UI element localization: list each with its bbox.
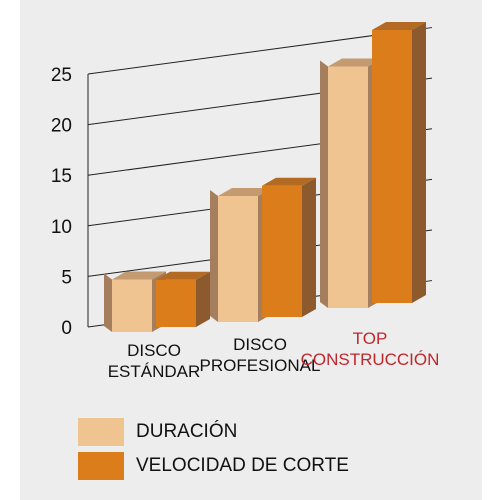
legend-swatch-duracion — [78, 418, 124, 446]
y-tick-label: 10 — [51, 217, 72, 238]
y-tick-label: 25 — [51, 65, 72, 86]
bar-front — [156, 279, 196, 327]
category-label: CONSTRUCCIÓN — [301, 350, 440, 369]
category-label: DISCO — [233, 335, 287, 354]
bar-front — [372, 30, 412, 303]
bar-side — [302, 177, 316, 317]
bar-top — [262, 177, 316, 186]
bar-top — [156, 271, 210, 280]
legend-label-velocidad: VELOCIDAD DE CORTE — [136, 455, 349, 476]
y-tick-label: 5 — [61, 267, 72, 288]
legend-label-duracion: DURACIÓN — [136, 421, 238, 442]
bar-side — [196, 271, 210, 327]
bar-edge — [210, 190, 218, 322]
category-label: PROFESIONAL — [200, 356, 321, 375]
y-tick-label: 20 — [51, 116, 72, 137]
category-label: TOP — [353, 329, 388, 348]
legend-item-duracion: DURACIÓN — [78, 418, 237, 446]
bar-top — [112, 271, 166, 280]
bar-edge — [320, 60, 328, 308]
category-label: DISCO — [127, 341, 181, 360]
bar-front — [262, 185, 302, 317]
bar-side — [412, 22, 426, 303]
legend-swatch-velocidad — [78, 452, 124, 480]
category-label: ESTÁNDAR — [108, 362, 201, 381]
bar-top — [218, 188, 272, 196]
bar-front — [112, 279, 152, 332]
legend-item-velocidad: VELOCIDAD DE CORTE — [78, 452, 349, 480]
bar-front — [218, 196, 258, 322]
bar-front — [328, 66, 368, 308]
bar-top — [372, 22, 426, 30]
bar-edge — [104, 273, 112, 332]
y-tick-label: 0 — [61, 318, 72, 339]
bar-top — [328, 58, 382, 67]
y-tick-label: 15 — [51, 166, 72, 187]
